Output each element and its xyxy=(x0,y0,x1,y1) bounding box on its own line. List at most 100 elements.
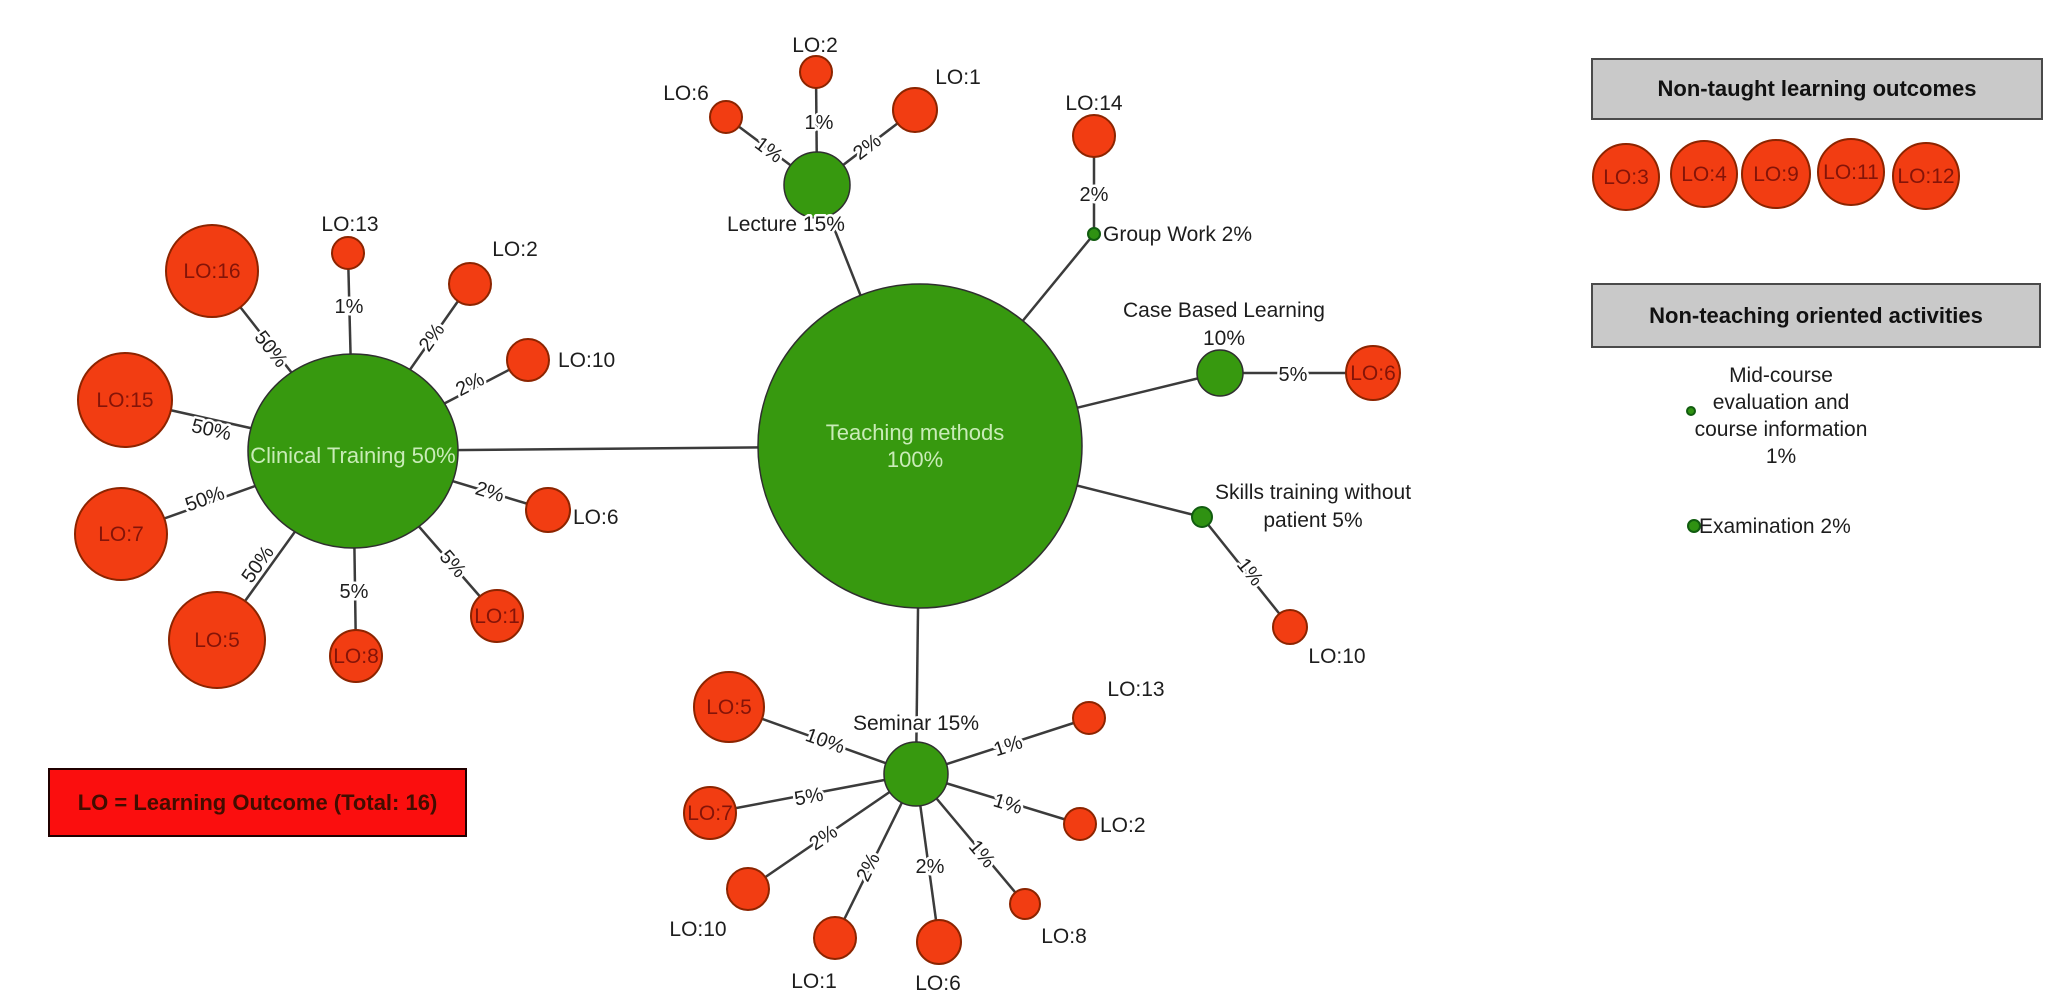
node-label-skills-dot: patient 5% xyxy=(1263,509,1362,532)
node-label-c-lo15: LO:15 xyxy=(96,389,153,412)
node-cbl-lo6 xyxy=(1345,345,1401,401)
node-leg-lo3 xyxy=(1592,143,1660,211)
node-leg-lo11 xyxy=(1817,138,1885,206)
node-leg-lo12 xyxy=(1892,142,1960,210)
node-c-lo15 xyxy=(77,352,173,448)
node-skills-dot xyxy=(1191,506,1213,528)
node-label-c-lo2: LO:2 xyxy=(492,238,538,261)
node-c-lo2 xyxy=(448,262,492,306)
node-label-gw-dot: Group Work 2% xyxy=(1103,223,1252,246)
node-c-lo8 xyxy=(329,629,383,683)
edge-label-clinical-c-lo2: 2% xyxy=(415,319,450,355)
legend-non-taught-title: Non-taught learning outcomes xyxy=(1657,76,1977,101)
node-leg-lo9 xyxy=(1741,139,1811,209)
node-label-s-lo6: LO:6 xyxy=(915,972,961,995)
node-s-lo8 xyxy=(1009,888,1041,920)
midcourse-evaluation-label: evaluation and xyxy=(1713,391,1850,414)
edge-label-seminar-s-lo10: 2% xyxy=(805,821,841,856)
node-lecture xyxy=(783,151,851,219)
node-label-clinical: Clinical Training 50% xyxy=(250,443,455,468)
edge-seminar-s-lo10 xyxy=(747,772,917,891)
node-c-lo5 xyxy=(168,591,266,689)
edge-label-seminar-s-lo5: 10% xyxy=(802,724,847,758)
node-label-cbl-lo6: LO:6 xyxy=(1350,362,1396,385)
edge-label-seminar-s-lo13: 1% xyxy=(991,731,1025,761)
node-s-lo5 xyxy=(693,671,765,743)
node-s-lo7 xyxy=(683,786,737,840)
node-label-leg-lo12: LO:12 xyxy=(1897,165,1954,188)
node-label-c-lo1: LO:1 xyxy=(474,605,520,628)
node-c-lo1 xyxy=(470,589,524,643)
node-gw-lo14 xyxy=(1072,114,1116,158)
legend-activities-title: Non-teaching oriented activities xyxy=(1649,302,1983,328)
lo-note-text: LO = Learning Outcome (Total: 16) xyxy=(77,789,438,815)
edge-label-clinical-c-lo8: 5% xyxy=(340,581,369,603)
edge-label-seminar-s-lo7: 5% xyxy=(793,784,826,811)
node-l-lo2 xyxy=(799,55,833,89)
midcourse-evaluation-label: 1% xyxy=(1766,445,1796,468)
node-label-c-lo13: LO:13 xyxy=(321,213,378,236)
node-c-lo16 xyxy=(165,224,259,318)
node-c-lo13 xyxy=(331,236,365,270)
node-label-sk-lo10: LO:10 xyxy=(1308,645,1365,668)
node-label-s-lo1: LO:1 xyxy=(791,970,837,993)
node-label-s-lo5: LO:5 xyxy=(706,696,752,719)
node-label-s-lo7: LO:7 xyxy=(687,802,733,825)
node-label-l-lo6: LO:6 xyxy=(663,82,709,105)
lo-note-box: LO = Learning Outcome (Total: 16) xyxy=(48,768,467,837)
node-label-c-lo6: LO:6 xyxy=(573,506,619,529)
node-label-cbl: 10% xyxy=(1203,327,1245,350)
nodes-layer xyxy=(74,55,1960,965)
node-label-gw-lo14: LO:14 xyxy=(1065,92,1123,115)
node-s-lo10 xyxy=(726,867,770,911)
edge-label-seminar-s-lo6: 2% xyxy=(916,856,945,878)
edge-label-clinical-c-lo13: 1% xyxy=(335,296,364,318)
edge-label-lecture-l-lo1: 2% xyxy=(849,130,885,165)
edge-label-seminar-s-lo2: 1% xyxy=(991,790,1025,820)
node-label-leg-lo3: LO:3 xyxy=(1603,166,1649,189)
node-label-cbl: Case Based Learning xyxy=(1123,299,1325,322)
legend-activities-box: Non-teaching oriented activities xyxy=(1591,283,2041,348)
node-label-l-lo1: LO:1 xyxy=(935,66,981,89)
node-label-s-lo10: LO:10 xyxy=(669,918,726,941)
node-label-lecture: Lecture 15% xyxy=(727,213,845,236)
node-label-seminar: Seminar 15% xyxy=(853,712,979,735)
node-c-lo6 xyxy=(525,487,571,533)
node-seminar xyxy=(883,741,949,807)
edge-label-clinical-c-lo7: 50% xyxy=(182,482,227,516)
node-clinical xyxy=(247,353,459,549)
node-label-s-lo2: LO:2 xyxy=(1100,814,1146,837)
node-l-lo1 xyxy=(892,87,938,133)
node-leg-lo4 xyxy=(1670,140,1738,208)
node-label-c-lo5: LO:5 xyxy=(194,629,240,652)
node-s-lo6 xyxy=(916,919,962,965)
node-label-skills-dot: Skills training without xyxy=(1215,481,1411,504)
midcourse-evaluation-label: course information xyxy=(1695,418,1868,441)
node-c-lo7 xyxy=(74,487,168,581)
node-label-c-lo7: LO:7 xyxy=(98,523,144,546)
node-label-leg-lo9: LO:9 xyxy=(1753,163,1799,186)
node-gw-dot xyxy=(1087,227,1101,241)
legend-non-taught-box: Non-taught learning outcomes xyxy=(1591,58,2043,120)
node-s-lo1 xyxy=(813,916,857,960)
node-label-s-lo8: LO:8 xyxy=(1041,925,1087,948)
node-label-leg-lo4: LO:4 xyxy=(1681,163,1727,186)
node-label-s-lo13: LO:13 xyxy=(1107,678,1164,701)
node-label-c-lo16: LO:16 xyxy=(183,260,240,283)
node-label-c-lo10: LO:10 xyxy=(558,349,615,372)
node-cbl xyxy=(1196,349,1244,397)
node-c-lo10 xyxy=(506,338,550,382)
node-sk-lo10 xyxy=(1272,609,1308,645)
node-teaching xyxy=(757,283,1083,609)
node-exam-dot xyxy=(1687,519,1701,533)
node-label-leg-lo11: LO:11 xyxy=(1823,161,1879,184)
node-label-c-lo8: LO:8 xyxy=(333,645,379,668)
node-label-l-lo2: LO:2 xyxy=(792,34,838,57)
node-s-lo13 xyxy=(1072,701,1106,735)
edge-label-seminar-s-lo1: 2% xyxy=(852,849,885,885)
edge-seminar-s-lo7 xyxy=(709,772,917,815)
edge-label-gw-dot-gw-lo14: 2% xyxy=(1080,184,1109,206)
edge-label-cbl-cbl-lo6: 5% xyxy=(1279,364,1308,386)
node-mid-dot xyxy=(1686,406,1696,416)
